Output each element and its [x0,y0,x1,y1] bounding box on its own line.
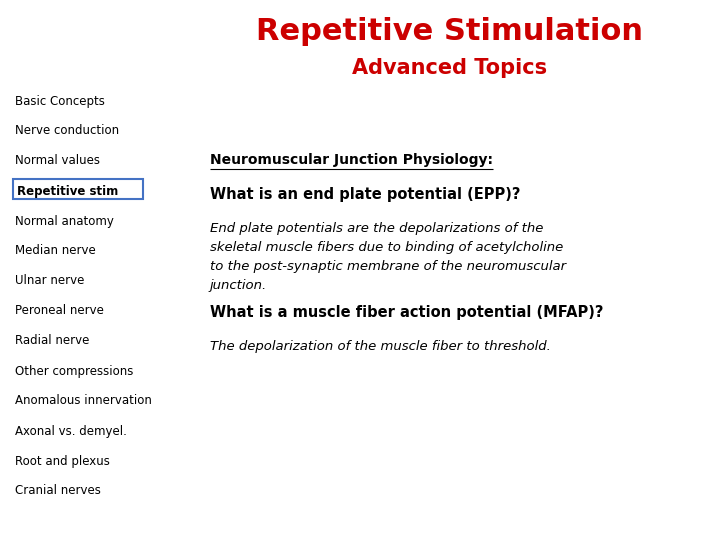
Text: Peroneal nerve: Peroneal nerve [15,305,104,318]
FancyBboxPatch shape [13,179,143,199]
Text: The depolarization of the muscle fiber to threshold.: The depolarization of the muscle fiber t… [210,340,551,353]
Text: Radial nerve: Radial nerve [15,334,89,348]
Text: End plate potentials are the depolarizations of the: End plate potentials are the depolarizat… [210,222,544,235]
Text: Repetitive stim: Repetitive stim [17,185,118,198]
Text: Normal anatomy: Normal anatomy [15,214,114,227]
Text: Cranial nerves: Cranial nerves [15,484,101,497]
Text: What is a muscle fiber action potential (MFAP)?: What is a muscle fiber action potential … [210,306,603,321]
Text: Basic Concepts: Basic Concepts [15,94,105,107]
Text: Median nerve: Median nerve [15,245,96,258]
Text: Anomalous innervation: Anomalous innervation [15,395,152,408]
Text: Axonal vs. demyel.: Axonal vs. demyel. [15,424,127,437]
Text: junction.: junction. [210,279,267,292]
Text: skeletal muscle fibers due to binding of acetylcholine: skeletal muscle fibers due to binding of… [210,241,563,254]
Text: Other compressions: Other compressions [15,364,133,377]
Text: What is an end plate potential (EPP)?: What is an end plate potential (EPP)? [210,187,521,202]
Text: to the post-synaptic membrane of the neuromuscular: to the post-synaptic membrane of the neu… [210,260,566,273]
Text: Nerve conduction: Nerve conduction [15,125,119,138]
Text: Repetitive Stimulation: Repetitive Stimulation [256,17,644,46]
Text: Neuromuscular Junction Physiology:: Neuromuscular Junction Physiology: [210,153,493,167]
Text: Advanced Topics: Advanced Topics [352,58,548,78]
Text: Root and plexus: Root and plexus [15,455,110,468]
Text: Ulnar nerve: Ulnar nerve [15,274,84,287]
Text: Normal values: Normal values [15,154,100,167]
